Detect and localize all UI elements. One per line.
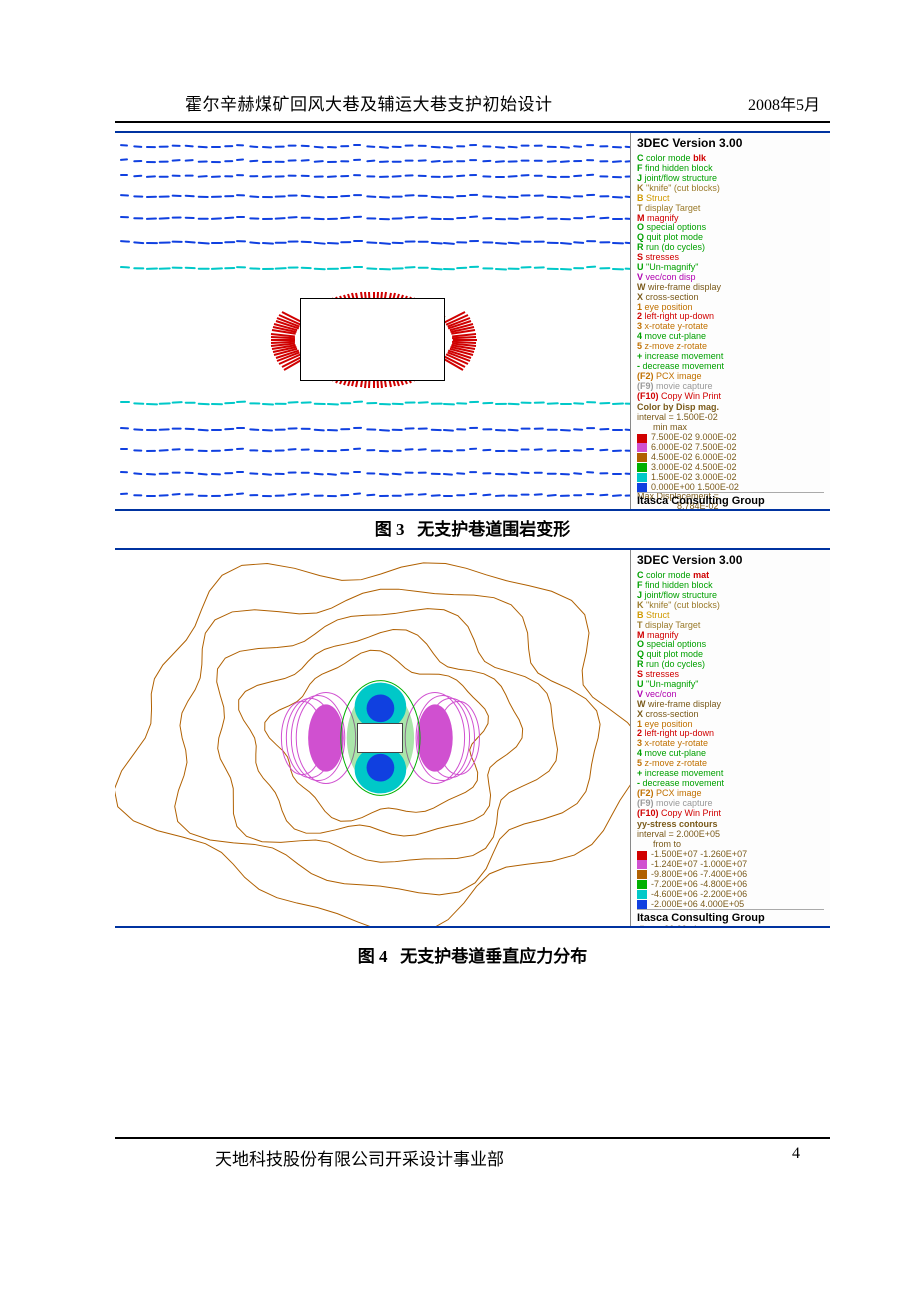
fig3-company: Itasca Consulting Group [637,492,824,507]
fig3-num: 图 3 [375,520,405,539]
fig3-plot [115,133,630,509]
page-number: 4 [792,1145,800,1170]
footer-org: 天地科技股份有限公司开采设计事业部 [215,1145,504,1170]
fig3-caption: 图 3 无支护巷道围岩变形 [115,515,830,540]
fig4-text: 无支护巷道垂直应力分布 [400,947,587,966]
fig4-num: 图 4 [358,947,388,966]
fig4-software: 3DEC Version 3.00 [637,554,824,567]
legend-cmd: (F10) Copy Win Print [637,392,824,402]
fig4-caption: 图 4 无支护巷道垂直应力分布 [115,942,830,967]
page-header: 霍尔辛赫煤矿回风大巷及辅运大巷支护初始设计 2008年5月 [115,90,830,121]
fig3-software: 3DEC Version 3.00 [637,137,824,150]
fig4-plot [115,550,630,926]
legend-view-line: dip= 90.00 above [637,925,824,926]
figure-3: 3DEC Version 3.00 C color mode blkF find… [115,131,830,540]
fig3-legend: 3DEC Version 3.00 C color mode blkF find… [630,133,830,509]
fig4-opening [357,723,403,753]
header-date: 2008年5月 [748,91,820,115]
fig3-opening [300,298,444,381]
header-rule [115,121,830,123]
figure-4: 3DEC Version 3.00 C color mode matF find… [115,548,830,967]
header-title: 霍尔辛赫煤矿回风大巷及辅运大巷支护初始设计 [185,90,553,115]
fig4-legend: 3DEC Version 3.00 C color mode matF find… [630,550,830,926]
page-footer: 天地科技股份有限公司开采设计事业部 4 [115,1139,830,1170]
fig4-company: Itasca Consulting Group [637,909,824,924]
legend-cmd: (F10) Copy Win Print [637,809,824,819]
fig3-text: 无支护巷道围岩变形 [417,520,570,539]
